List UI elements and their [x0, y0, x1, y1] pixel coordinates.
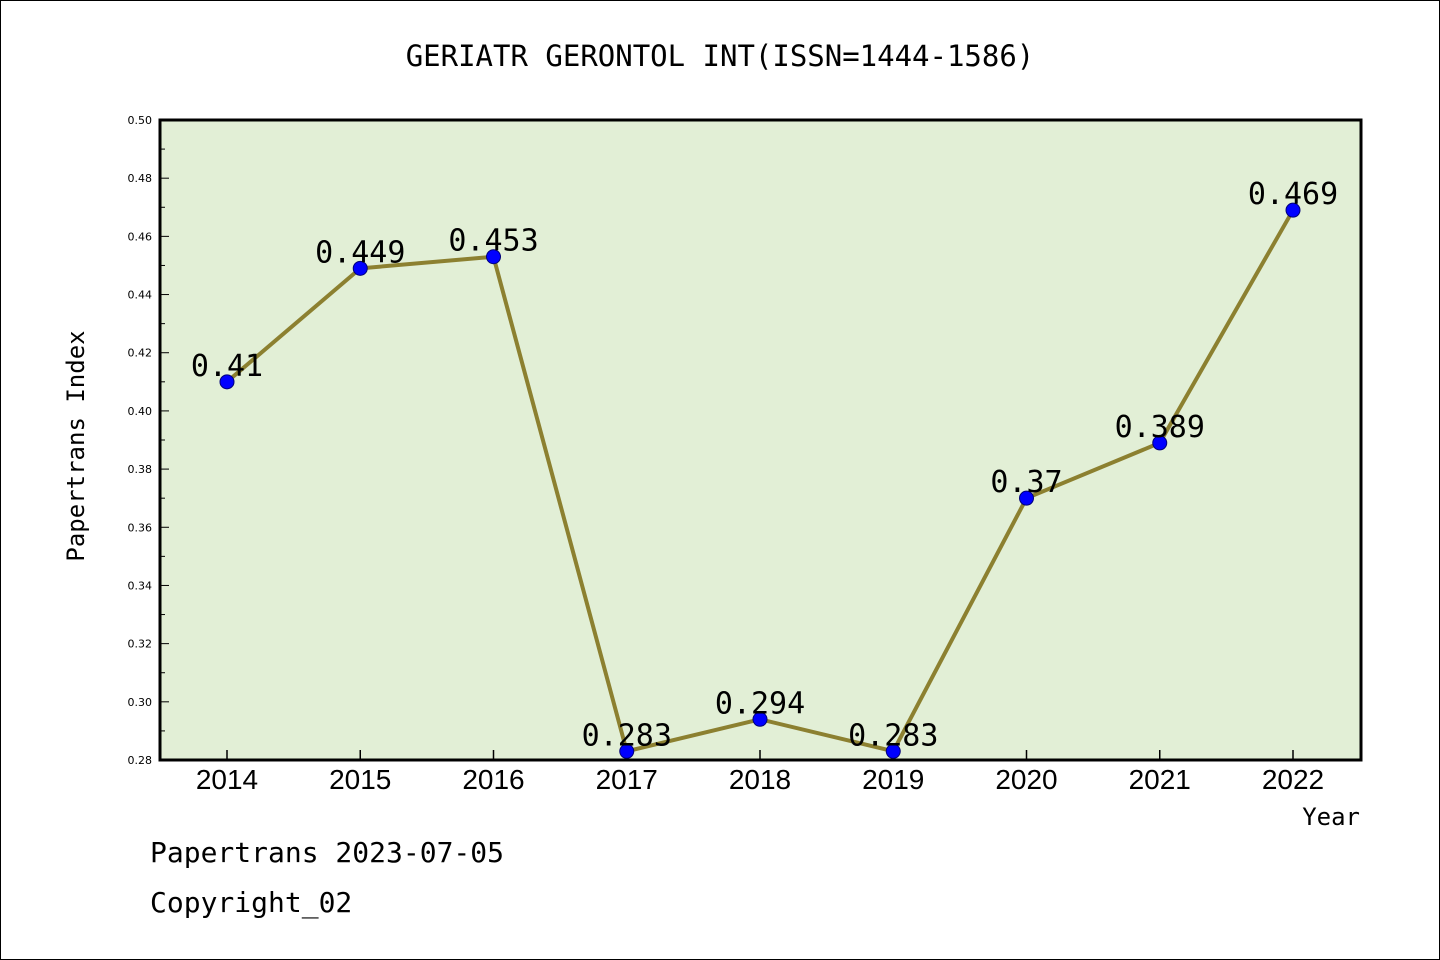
- data-label: 0.37: [990, 465, 1062, 500]
- data-label: 0.283: [582, 718, 672, 753]
- y-axis-label: Papertrans Index: [62, 330, 90, 561]
- y-tick-label: 0.30: [128, 696, 153, 709]
- y-tick-label: 0.46: [128, 230, 153, 243]
- x-tick-label: 2020: [995, 764, 1057, 795]
- data-point: [352, 260, 368, 276]
- data-point: [885, 743, 901, 759]
- data-label: 0.294: [715, 686, 805, 721]
- data-markers: [219, 202, 1301, 759]
- x-tick-label: 2014: [196, 764, 258, 795]
- data-point: [219, 374, 235, 390]
- data-label: 0.283: [848, 718, 938, 753]
- y-tick-label: 0.48: [128, 172, 153, 185]
- plot-border: [158, 118, 1363, 762]
- data-label: 0.453: [448, 224, 538, 259]
- y-tick-label: 0.32: [128, 638, 153, 651]
- y-tick-label: 0.42: [128, 347, 153, 360]
- data-point: [619, 743, 635, 759]
- data-label: 0.389: [1115, 410, 1205, 445]
- y-tick-label: 0.28: [128, 754, 153, 767]
- x-tick-label: 2016: [462, 764, 524, 795]
- x-tick-label: 2019: [862, 764, 924, 795]
- y-tick-label: 0.50: [128, 114, 153, 127]
- y-tick-label: 0.34: [128, 579, 153, 592]
- x-tick-label: 2018: [729, 764, 791, 795]
- data-label: 0.469: [1248, 177, 1338, 212]
- y-tick-label: 0.38: [128, 463, 153, 476]
- x-tick-label: 2015: [329, 764, 391, 795]
- data-labels: 0.41 0.449 0.453 0.283 0.294 0.283 0.37 0.389 0.…: [191, 177, 1338, 753]
- y-axis: 0.28 0.30 0.32 0.34 0.36 0.38 0.40 0.42 0.44 0.46…: [128, 114, 169, 767]
- x-tick-label: 2017: [596, 764, 658, 795]
- data-point: [1285, 202, 1301, 218]
- y-tick-label: 0.40: [128, 405, 153, 418]
- footer-date: Papertrans 2023-07-05: [150, 836, 505, 869]
- chart-title: GERIATR GERONTOL INT(ISSN=1444-1586): [406, 39, 1035, 73]
- data-label: 0.41: [191, 349, 263, 384]
- footer-copyright: Copyright_02: [150, 886, 353, 919]
- x-tick-label: 2021: [1129, 764, 1191, 795]
- y-tick-label: 0.36: [128, 521, 153, 534]
- x-tick-label: 2022: [1262, 764, 1324, 795]
- x-axis: 2014 2015 2016 2017 2018 2019 2020 2021 2022: [196, 750, 1324, 795]
- data-label: 0.449: [315, 235, 405, 270]
- y-tick-label: 0.44: [128, 289, 153, 302]
- data-point: [1152, 435, 1168, 451]
- data-point: [1019, 490, 1034, 506]
- data-point: [486, 249, 501, 265]
- x-axis-label: Year: [1302, 803, 1360, 831]
- data-point: [752, 711, 768, 727]
